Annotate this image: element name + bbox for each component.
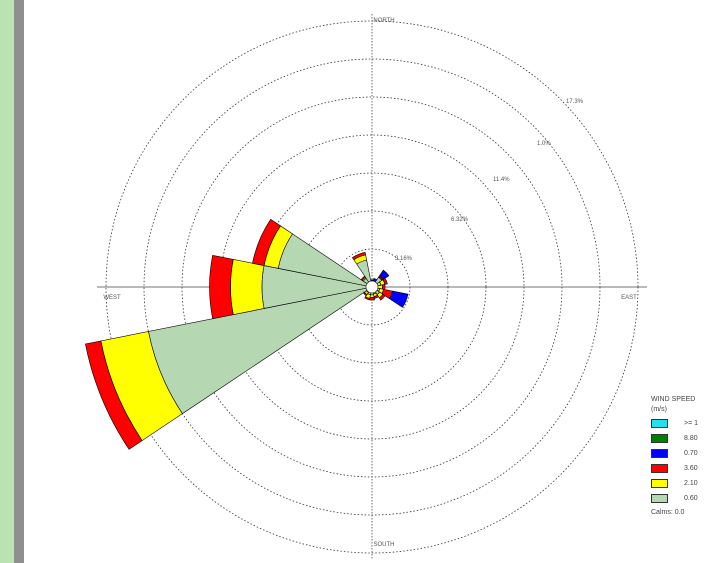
legend-item: 0.60 xyxy=(651,493,725,505)
legend-label: 2.10 xyxy=(684,480,698,487)
center-calm-circle xyxy=(365,280,379,294)
petal-5-bin-3 xyxy=(389,290,409,308)
petal-15-bin-2 xyxy=(351,251,366,261)
legend-item: 8.80 xyxy=(651,433,725,445)
left-window-edge xyxy=(0,0,24,563)
legend: WIND SPEED (m/s) >= 1 8.80 0.70 3.60 2.10 0.6… xyxy=(651,395,725,563)
petal-2-bin-3 xyxy=(379,269,390,280)
legend-swatch xyxy=(651,494,668,503)
petal-4-bin-2 xyxy=(381,284,386,290)
petal-8-bin-2 xyxy=(369,296,375,301)
ring-label-2: 6.32% xyxy=(451,217,469,223)
left-panel-border xyxy=(14,0,24,563)
wind-petals xyxy=(85,218,409,450)
legend-units: (m/s) xyxy=(651,406,667,413)
petal-13-bin-2 xyxy=(252,218,281,266)
petal-11-bin-2 xyxy=(85,340,143,450)
legend-swatch xyxy=(651,449,668,458)
ring-label-5: 17.3% xyxy=(566,99,584,105)
legend-item: 3.60 xyxy=(651,463,725,475)
south-label: SOUTH xyxy=(374,542,395,548)
legend-label: >= 1 xyxy=(684,420,699,427)
legend-title: WIND SPEED xyxy=(651,396,696,403)
legend-label: 0.60 xyxy=(684,495,698,502)
legend-items: >= 1 8.80 0.70 3.60 2.10 0.60 xyxy=(651,418,725,505)
legend-swatch xyxy=(651,479,668,488)
legend-label: 8.80 xyxy=(684,435,698,442)
west-label: WEST xyxy=(103,295,121,301)
petal-9-bin-2 xyxy=(364,296,371,301)
legend-item: 0.70 xyxy=(651,448,725,460)
legend-swatch xyxy=(651,434,668,443)
ring-label-4: 1.0% xyxy=(537,141,551,147)
legend-item: >= 1 xyxy=(651,418,725,430)
petal-6-bin-2 xyxy=(378,293,386,301)
legend-swatch xyxy=(651,464,668,473)
petal-0-bin-3 xyxy=(370,279,374,281)
legend-item: 2.10 xyxy=(651,478,725,490)
legend-label: 3.60 xyxy=(684,465,698,472)
ring-label-3: 11.4% xyxy=(493,177,510,183)
petal-12-bin-1 xyxy=(230,259,265,315)
legend-swatch xyxy=(651,419,668,428)
petal-12-bin-2 xyxy=(209,254,234,320)
legend-label: 0.70 xyxy=(684,450,698,457)
east-label: EAST xyxy=(621,295,637,301)
north-label: NORTH xyxy=(373,18,394,24)
legend-calms: Calms: 0.0 xyxy=(651,509,685,516)
petal-3-bin-2 xyxy=(382,277,388,285)
ring-label-1: 3.16% xyxy=(395,256,413,262)
